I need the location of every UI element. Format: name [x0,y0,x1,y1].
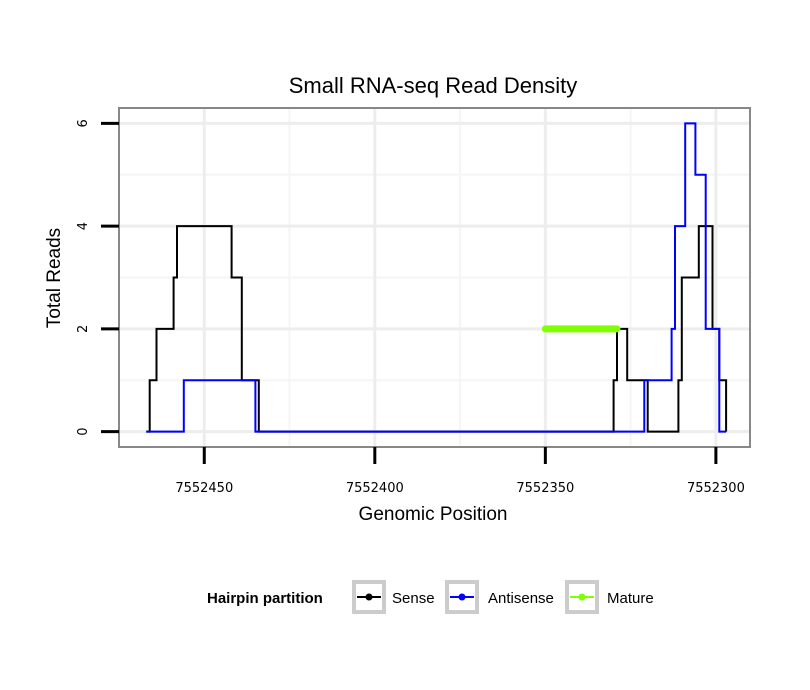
legend-item-mature: Mature [565,580,654,614]
grid-lines [119,108,750,447]
legend-label: Mature [607,590,654,607]
legend-item-sense: Sense [352,580,435,614]
x-tick-label: 7552400 [346,481,404,496]
series-line-sense [146,225,728,433]
legend-label: Antisense [488,590,554,607]
x-axis-label: Genomic Position [359,504,508,525]
x-tick-label: 7552350 [516,481,574,496]
y-axis-label: Total Reads [44,228,65,328]
y-tick-label: 2 [76,325,91,333]
legend-key-point [458,593,466,601]
x-tick-label: 7552450 [175,481,233,496]
legend-key-point [578,593,586,601]
x-tick-label: 7552300 [687,481,745,496]
series-layer [146,122,728,433]
y-tick-label: 0 [76,427,91,435]
legend-label: Sense [392,590,435,607]
legend-key-point [365,593,373,601]
legend-item-antisense: Antisense [445,580,554,614]
series-line-antisense [146,122,727,433]
y-tick-label: 4 [76,222,91,230]
axis-ticks: 7552450 7552400 7552350 7552300 0 2 4 6 [76,119,745,496]
legend: Hairpin partition Sense Antisense Mature [207,580,654,614]
y-tick-label: 6 [76,119,91,127]
plot-panel [118,107,751,448]
chart-title: Small RNA-seq Read Density [289,73,578,98]
legend-title: Hairpin partition [207,590,323,607]
